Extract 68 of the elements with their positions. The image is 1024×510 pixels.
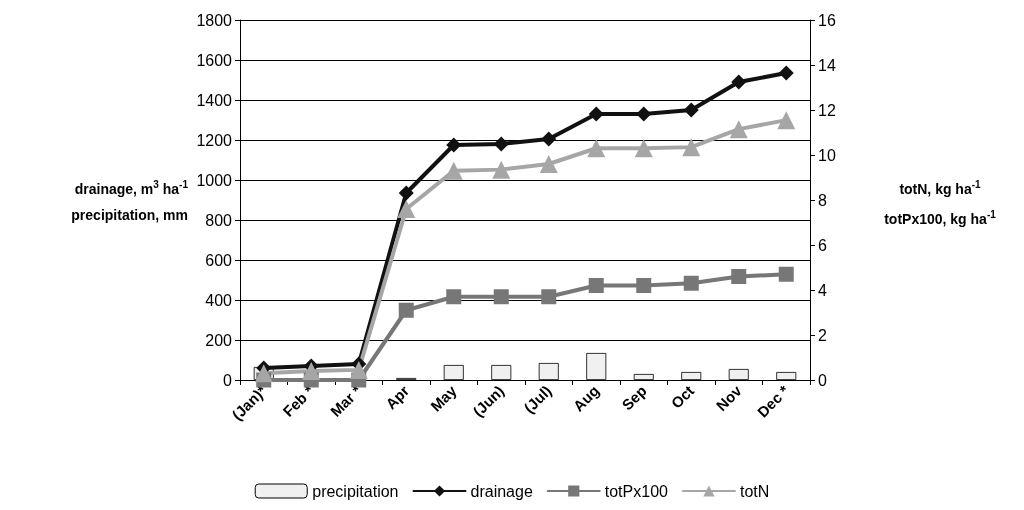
point (492, 160, 511, 179)
point (446, 137, 462, 153)
y-tick-label: 200 (205, 331, 233, 349)
x-tick-label: Aug (569, 381, 603, 415)
point (587, 139, 606, 158)
y-tick-label: 1200 (196, 131, 233, 149)
y-tick-label: 0 (223, 371, 233, 389)
x-tick-label: Oct (667, 381, 698, 412)
point (588, 106, 604, 122)
y2-tick-label: 12 (818, 101, 836, 119)
point (777, 111, 796, 130)
bar (491, 365, 512, 380)
x-tick-label: Apr (381, 381, 413, 413)
x-tick-label: Sep (618, 381, 650, 414)
point (397, 200, 416, 218)
point (731, 269, 747, 284)
point (731, 74, 747, 90)
point (682, 138, 701, 157)
point (398, 302, 414, 318)
y-tick-label: 1800 (196, 11, 233, 29)
point (778, 65, 794, 81)
bar (443, 365, 464, 380)
point (636, 278, 652, 293)
x-tick-label: Nov (712, 381, 746, 415)
bar (728, 369, 749, 380)
point (444, 161, 463, 180)
point (636, 106, 652, 122)
point (446, 289, 462, 305)
y-tick-label: 1400 (196, 91, 233, 109)
y2-tick-label: 4 (818, 281, 827, 299)
text: totN, kg ha$^{-1}$ totPx100, kg ha$^{-1}$ (884, 179, 996, 227)
y2-tick-label: 6 (818, 236, 827, 254)
point (539, 155, 558, 173)
y2-tick-label: 16 (818, 11, 836, 29)
point (588, 278, 604, 293)
y-tick-label: 600 (205, 251, 233, 269)
point (493, 289, 509, 305)
bar (776, 372, 797, 380)
point (683, 275, 699, 291)
y2-tick-label: 0 (818, 371, 827, 389)
y-tick-label: 1600 (196, 51, 233, 69)
bar (586, 353, 607, 380)
legend-label: precipitation (312, 482, 399, 500)
point (302, 362, 321, 380)
y-tick-label: 1000 (196, 171, 233, 189)
point (541, 289, 557, 305)
point (778, 266, 794, 282)
y2-tick-label: 10 (818, 146, 836, 164)
point (349, 360, 368, 379)
legend-label: totN (739, 482, 770, 500)
y2-tick-label: 2 (818, 326, 827, 344)
text: drainage, m$^{3}$ ha$^{-1}$ precipitation, mm (71, 179, 188, 223)
bar (538, 363, 559, 380)
bar (681, 372, 702, 380)
legend-label: totPx100 (604, 482, 669, 500)
legend-label: drainage (470, 482, 533, 500)
y2-tick-label: 14 (818, 56, 836, 74)
y-tick-label: 800 (205, 211, 233, 229)
y2-tick-label: 8 (818, 191, 827, 209)
point (729, 120, 748, 139)
bar (633, 374, 654, 380)
point (493, 136, 509, 152)
point (541, 131, 557, 147)
y-tick-label: 400 (205, 291, 233, 309)
point (398, 185, 414, 201)
x-tick-label: Dec * (753, 381, 793, 421)
point (634, 139, 653, 158)
point (683, 102, 699, 118)
